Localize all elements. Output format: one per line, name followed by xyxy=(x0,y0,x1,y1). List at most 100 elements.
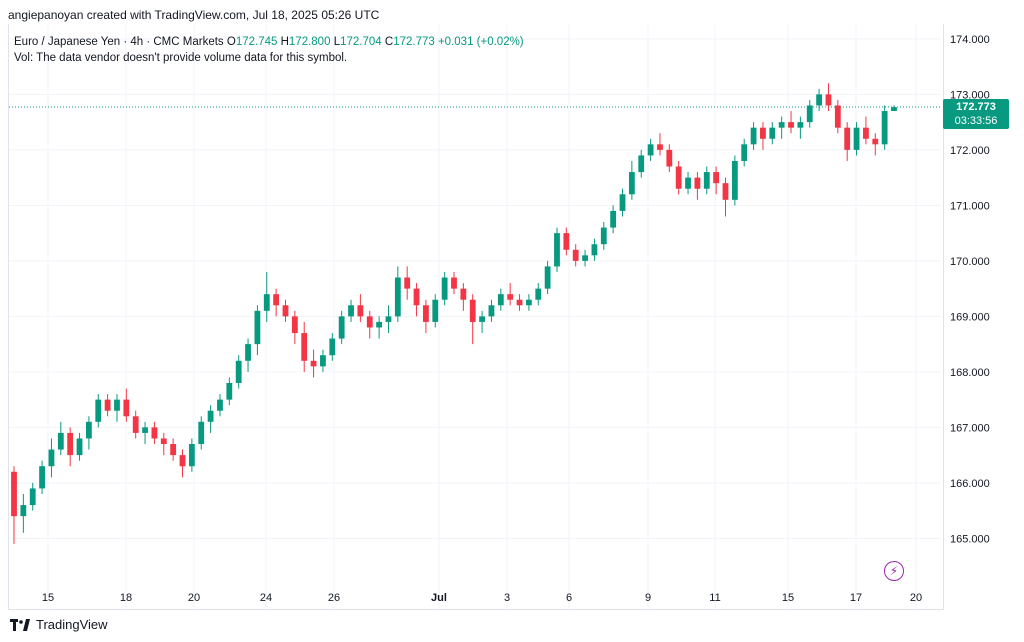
candle-body xyxy=(741,144,748,161)
x-tick-label: Jul xyxy=(431,592,447,604)
candle-body xyxy=(610,210,617,228)
candle-body xyxy=(507,294,514,300)
last-price-tag: 172.773 03:33:56 xyxy=(943,99,1009,129)
tradingview-logo-icon xyxy=(10,618,30,631)
bar-countdown: 03:33:56 xyxy=(954,115,998,127)
candle-body xyxy=(348,305,354,317)
candle-body xyxy=(488,305,495,317)
candle-body xyxy=(591,244,598,256)
candle-body xyxy=(11,471,17,517)
candle-body xyxy=(806,105,813,123)
last-price: 172.773 xyxy=(956,101,996,113)
candle-body xyxy=(535,288,542,300)
candle-body xyxy=(366,316,373,328)
candle-body xyxy=(291,316,298,334)
candle-body xyxy=(544,266,551,289)
y-tick-label: 166.000 xyxy=(950,478,990,490)
candle-body xyxy=(694,177,701,189)
candle-body xyxy=(114,399,120,411)
candle-body xyxy=(48,449,55,467)
candle-body xyxy=(423,305,429,322)
candle-body xyxy=(385,316,392,322)
y-tick-label: 167.000 xyxy=(950,422,990,434)
candle-body xyxy=(160,438,167,445)
x-tick-label: 24 xyxy=(260,592,272,604)
candle-body xyxy=(825,94,832,106)
close-value: 172.773 xyxy=(393,36,435,48)
candle-body xyxy=(750,127,757,145)
candle-body xyxy=(666,149,673,167)
candle-body xyxy=(479,316,485,322)
candle-body xyxy=(816,94,823,106)
y-tick-label: 174.000 xyxy=(950,34,990,46)
candle-body xyxy=(460,288,467,300)
high-value: 172.800 xyxy=(288,36,331,48)
candle-body xyxy=(469,299,476,322)
open-label: O xyxy=(226,36,236,48)
x-tick-label: 15 xyxy=(42,592,54,604)
chart-attribution: angiepanoyan created with TradingView.co… xyxy=(8,8,380,22)
candle-body xyxy=(329,338,336,356)
candle-body xyxy=(207,410,214,422)
candle-body xyxy=(273,294,280,306)
candle-body xyxy=(432,299,439,322)
candle-body xyxy=(563,233,570,250)
change-value: +0.031 (+0.02%) xyxy=(437,36,524,48)
candle-body xyxy=(310,360,317,367)
candle-body xyxy=(413,288,420,306)
open-value: 172.745 xyxy=(235,36,278,48)
candle-body xyxy=(881,111,888,145)
candle-body xyxy=(778,122,785,128)
candle-body xyxy=(703,172,710,189)
candle-body xyxy=(844,127,851,150)
y-tick-label: 165.000 xyxy=(950,533,990,545)
candle-body xyxy=(769,127,776,139)
low-value: 172.704 xyxy=(340,36,382,48)
candle-body xyxy=(638,155,645,173)
x-tick-label: 6 xyxy=(566,592,572,604)
candle-body xyxy=(554,233,560,267)
y-tick-label: 173.000 xyxy=(950,89,990,101)
candle-body xyxy=(282,305,289,317)
low-label: L xyxy=(333,36,341,48)
candle-body xyxy=(245,344,251,361)
x-tick-label: 26 xyxy=(328,592,340,604)
x-tick-label: 20 xyxy=(188,592,200,604)
volume-note: Vol: The data vendor doesn't provide vol… xyxy=(14,52,348,64)
candle-body xyxy=(29,488,36,506)
y-tick-label: 168.000 xyxy=(950,367,990,379)
candle-body xyxy=(713,172,720,184)
candle-body xyxy=(497,294,504,306)
candle-body xyxy=(39,466,45,489)
candle-body xyxy=(179,455,186,467)
x-tick-label: 11 xyxy=(709,592,720,604)
candle-body xyxy=(254,310,261,345)
chart-frame[interactable] xyxy=(8,24,944,610)
flash-icon[interactable]: ⚡ xyxy=(884,561,904,581)
y-tick-label: 171.000 xyxy=(950,200,990,212)
footer-brand[interactable]: TradingView xyxy=(10,617,108,632)
candle-body xyxy=(151,427,158,439)
x-tick-label: 9 xyxy=(645,592,651,604)
candle-body xyxy=(600,227,607,245)
candle-body xyxy=(441,277,448,300)
symbol-title[interactable]: Euro / Japanese Yen · 4h · CMC Markets xyxy=(14,36,224,48)
candle-body xyxy=(123,399,130,417)
candle-body xyxy=(235,360,242,383)
candle-body xyxy=(582,255,588,261)
x-tick-label: 18 xyxy=(120,592,132,604)
candle-body xyxy=(338,316,345,339)
candle-body xyxy=(628,172,635,195)
candle-body xyxy=(394,277,401,317)
candle-body xyxy=(142,427,148,433)
x-tick-label: 20 xyxy=(910,592,922,604)
candle-body xyxy=(85,421,92,439)
x-tick-label: 15 xyxy=(782,592,794,604)
candle-body xyxy=(188,444,195,467)
candle-body xyxy=(525,299,532,306)
candle-body xyxy=(834,105,841,128)
y-tick-label: 170.000 xyxy=(950,256,990,268)
candle-body xyxy=(226,382,233,400)
candle-body xyxy=(132,416,139,433)
